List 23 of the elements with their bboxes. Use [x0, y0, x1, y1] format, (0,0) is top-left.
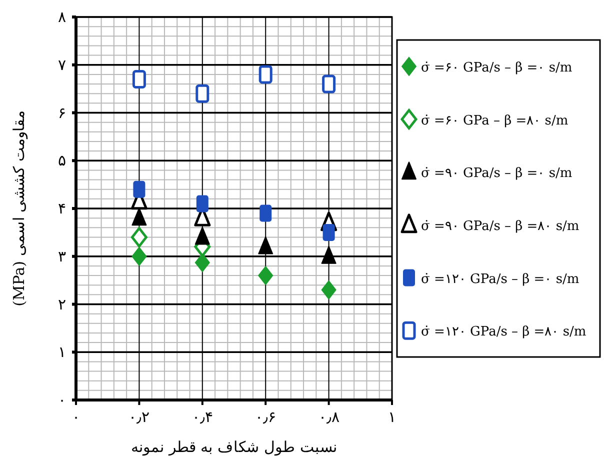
legend-label: σ̇ =۱۲۰ GPa/s – β =۰ s/m	[421, 272, 580, 287]
y-tick-label: ۱	[58, 343, 66, 362]
x-tick-label: ۰	[72, 408, 80, 426]
y-tick-label: ۲	[58, 295, 66, 314]
y-tick-label: ۳	[58, 247, 66, 266]
x-tick-label: ۰٫۲	[128, 408, 150, 426]
y-tick-label: ۶	[58, 104, 66, 122]
legend-label: σ̇ =۱۲۰ GPa/s – β =۸۰ s/m	[421, 324, 586, 340]
x-tick-label: ۰٫۸	[318, 408, 340, 426]
y-tick-label: ۷	[58, 56, 66, 74]
legend-label: σ̇ =۶۰ GPa/s – β =۰ s/m	[421, 60, 572, 76]
legend-label: σ̇ =۹۰ GPa/s – β =۰ s/m	[421, 166, 572, 182]
legend-label: σ̇ =۹۰ GPa/s – β =۸۰ s/m	[421, 218, 580, 234]
y-tick-label: ۵	[58, 152, 66, 170]
y-axis-title: مقاومت کششی اسمی (MPa)	[10, 110, 28, 306]
y-tick-label: ۸	[58, 8, 66, 26]
legend-label: σ̇ =۶۰ GPa – β =۸۰ s/m	[421, 113, 568, 128]
y-tick-label: ۰	[58, 391, 66, 409]
x-tick-label: ۰٫۴	[192, 408, 213, 426]
x-axis-title: نسبت طول شکاف به قطر نمونه	[131, 438, 337, 456]
y-tick-label: ۴	[58, 200, 66, 218]
x-tick-label: ۰٫۶	[255, 408, 276, 426]
x-tick-label: ۱	[388, 408, 396, 426]
